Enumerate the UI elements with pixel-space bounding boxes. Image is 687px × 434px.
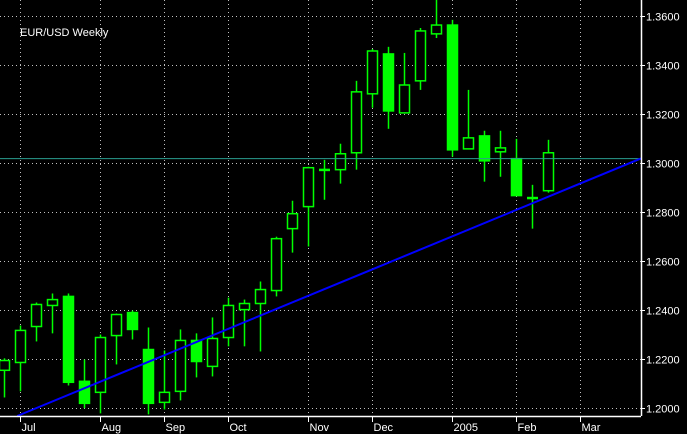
candle <box>30 302 43 342</box>
candle-body-up <box>366 50 379 95</box>
candle-body-up <box>46 298 59 307</box>
candle-body-up <box>14 329 27 364</box>
x-tick-label: Sep <box>166 422 186 434</box>
candle <box>174 329 187 401</box>
candle-body-down <box>78 380 91 405</box>
candle <box>494 130 507 177</box>
candle-body-up <box>542 152 555 192</box>
y-tick-label: 1.2400 <box>646 306 680 318</box>
candle-body-up <box>238 302 251 311</box>
candle <box>110 313 123 365</box>
candle-body-up <box>286 212 299 230</box>
candle-body-down <box>190 339 203 363</box>
candle-body-up <box>398 84 411 114</box>
candle <box>302 166 315 247</box>
candle-body-down <box>142 348 155 405</box>
candle-body-up <box>94 336 107 394</box>
x-tick-label: Jul <box>22 422 36 434</box>
candle <box>126 310 139 340</box>
x-tick-label: Feb <box>518 422 537 434</box>
x-tick-label: Oct <box>230 422 247 434</box>
x-tick-label: Dec <box>374 422 394 434</box>
overlay-lines <box>0 157 642 417</box>
trendline <box>16 157 642 417</box>
candle-body-up <box>158 391 171 404</box>
candle <box>0 358 11 398</box>
candle <box>190 333 203 378</box>
candle <box>414 27 427 90</box>
candle-body-up <box>430 24 443 35</box>
x-tick-label: 2005 <box>454 422 478 434</box>
candle-body-down <box>478 135 491 162</box>
candle <box>14 325 27 392</box>
candle-body-down <box>62 295 75 384</box>
candle-body-up <box>222 304 235 339</box>
candle-body-down <box>126 311 139 331</box>
candle-body-up <box>254 288 267 305</box>
candle-body-up <box>110 313 123 337</box>
candle-body-up <box>302 166 315 208</box>
candle <box>366 49 379 108</box>
y-tick-label: 1.3000 <box>646 159 680 171</box>
candle <box>382 46 395 129</box>
y-tick-label: 1.3200 <box>646 110 680 122</box>
candle-body-down <box>446 24 459 151</box>
candle <box>462 89 475 150</box>
y-tick-label: 1.3400 <box>646 61 680 73</box>
candle-doji <box>527 196 538 200</box>
candle <box>46 293 59 334</box>
y-tick-label: 1.2000 <box>646 404 680 416</box>
candle <box>270 236 283 297</box>
candle <box>398 52 411 114</box>
candle <box>158 350 171 410</box>
chart-title: EUR/USD Weekly <box>20 27 109 39</box>
candle <box>527 184 538 229</box>
candle-body-down <box>510 157 523 197</box>
candles <box>0 0 555 415</box>
candle-body-up <box>270 237 283 292</box>
candle-body-up <box>206 337 219 368</box>
candle-body-up <box>350 91 363 154</box>
candle <box>62 293 75 386</box>
candle-body-down <box>382 53 395 112</box>
x-tick-label: Mar <box>582 422 601 434</box>
x-tick-label: Aug <box>102 422 122 434</box>
candle <box>478 130 491 182</box>
candle <box>542 139 555 193</box>
candle-body-up <box>494 147 507 153</box>
candle <box>286 200 299 253</box>
candle-body-up <box>30 303 43 328</box>
x-tick-label: Nov <box>310 422 330 434</box>
candle <box>510 138 523 197</box>
candle-body-up <box>174 339 187 393</box>
candle <box>334 143 347 184</box>
y-tick-label: 1.2200 <box>646 355 680 367</box>
candle <box>206 317 219 377</box>
candle <box>94 334 107 414</box>
y-tick-label: 1.2600 <box>646 257 680 269</box>
candle-doji <box>319 168 330 172</box>
candle-body-up <box>462 137 475 150</box>
candle <box>222 297 235 347</box>
y-tick-label: 1.3600 <box>646 12 680 24</box>
candle-body-up <box>334 153 347 171</box>
candle-body-up <box>414 30 427 82</box>
candle <box>319 159 330 200</box>
candle <box>446 19 459 157</box>
candle-body-up <box>0 359 11 372</box>
candle <box>430 0 443 39</box>
candle <box>350 80 363 170</box>
candle <box>142 327 155 415</box>
y-tick-label: 1.2800 <box>646 208 680 220</box>
candle <box>78 359 91 409</box>
